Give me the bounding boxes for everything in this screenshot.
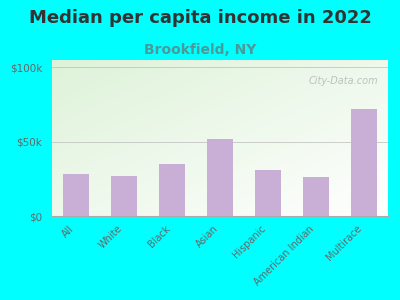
Bar	[351, 109, 377, 216]
Bar	[63, 174, 89, 216]
Text: City-Data.com: City-Data.com	[308, 76, 378, 85]
Text: Brookfield, NY: Brookfield, NY	[144, 44, 256, 58]
Bar	[255, 170, 281, 216]
Bar	[159, 164, 185, 216]
Bar	[207, 139, 233, 216]
Bar	[111, 176, 137, 216]
Bar	[303, 177, 329, 216]
Text: Median per capita income in 2022: Median per capita income in 2022	[28, 9, 372, 27]
